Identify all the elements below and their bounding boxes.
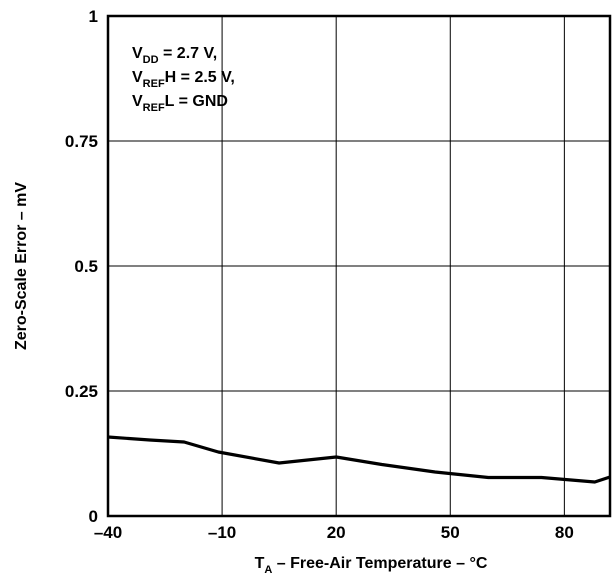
y-tick-label: 0.25 xyxy=(65,382,98,401)
x-axis-title: TA – Free-Air Temperature – °C xyxy=(255,555,488,576)
x-tick-label: 50 xyxy=(441,523,460,542)
x-tick-label: –40 xyxy=(94,523,122,542)
conditions-annotation: VDD = 2.7 V, VREFH = 2.5 V, VREFL = GND xyxy=(132,45,235,114)
series-line-0 xyxy=(107,435,611,484)
tick-labels: –40 –10 20 50 80 0 0.25 0.5 0.75 1 xyxy=(65,7,574,542)
x-axis-title-rest: – Free-Air Temperature – °C xyxy=(272,555,488,572)
x-axis-title-subscript: A xyxy=(264,564,272,576)
x-tick-label: –10 xyxy=(208,523,236,542)
annotation-line-0: VDD = 2.7 V, xyxy=(132,45,217,66)
y-axis-title: Zero-Scale Error – mV xyxy=(13,182,30,350)
plot-frame xyxy=(106,14,612,518)
annotation-line-1: VREFH = 2.5 V, xyxy=(132,69,235,90)
y-tick-label: 1 xyxy=(89,7,98,26)
x-tick-label: 20 xyxy=(327,523,346,542)
y-tick-label: 0.75 xyxy=(65,132,98,151)
annotation-line-2: VREFL = GND xyxy=(132,93,228,114)
x-tick-label: 80 xyxy=(555,523,574,542)
y-tick-label: 0 xyxy=(89,507,98,526)
y-tick-label: 0.5 xyxy=(74,257,98,276)
series-layer xyxy=(107,435,611,484)
x-axis-title-main: T xyxy=(255,555,265,572)
